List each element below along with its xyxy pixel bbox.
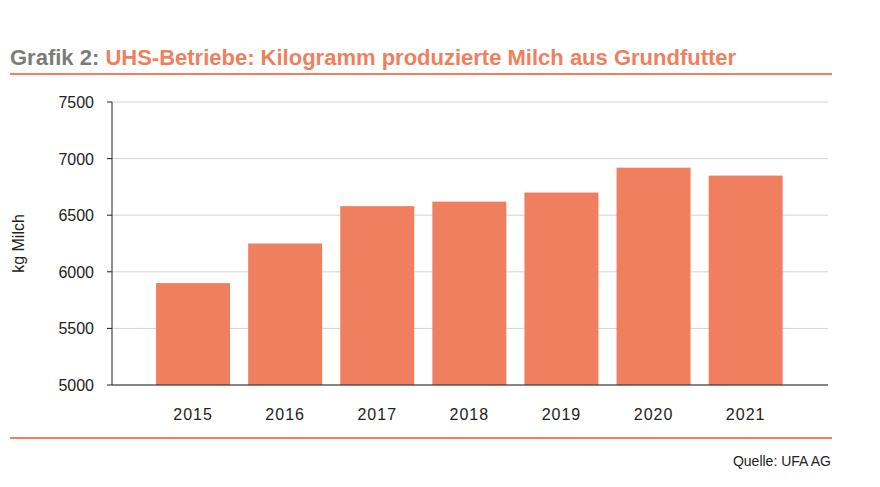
y-axis bbox=[112, 102, 113, 385]
x-tick-label: 2016 bbox=[265, 406, 305, 423]
bar bbox=[709, 176, 783, 385]
title-rule bbox=[10, 73, 832, 75]
chart-root: Grafik 2: UHS-Betriebe: Kilogramm produz… bbox=[0, 0, 880, 487]
bar bbox=[524, 193, 598, 385]
x-tick-label: 2020 bbox=[634, 406, 674, 423]
y-tick-label: 5000 bbox=[58, 377, 94, 394]
chart: Grafik 2: UHS-Betriebe: Kilogramm produz… bbox=[0, 0, 880, 487]
title: Grafik 2: UHS-Betriebe: Kilogramm produz… bbox=[10, 45, 737, 70]
x-tick-label: 2018 bbox=[450, 406, 490, 423]
bar bbox=[156, 283, 230, 385]
x-tick-label: 2019 bbox=[542, 406, 582, 423]
source: Quelle: UFA AG bbox=[733, 453, 831, 469]
y-tick-label: 6000 bbox=[58, 264, 94, 281]
y-tick-label: 7500 bbox=[58, 94, 94, 111]
grid-line bbox=[112, 102, 828, 103]
y-tick bbox=[107, 271, 112, 272]
bar bbox=[432, 202, 506, 385]
bars bbox=[156, 168, 783, 385]
x-tick-label: 2017 bbox=[357, 406, 397, 423]
y-axis-label: kg Milch bbox=[10, 214, 27, 273]
bar bbox=[340, 206, 414, 385]
footer-rule bbox=[10, 437, 832, 439]
y-tick-label: 7000 bbox=[58, 151, 94, 168]
x-axis bbox=[112, 385, 828, 386]
bar bbox=[248, 244, 322, 386]
y-tick-label: 6500 bbox=[58, 207, 94, 224]
y-tick bbox=[107, 328, 112, 329]
grid-line bbox=[112, 158, 828, 159]
bar bbox=[617, 168, 691, 385]
x-tick-label: 2021 bbox=[726, 406, 766, 423]
grid-line bbox=[112, 385, 828, 386]
y-tick bbox=[107, 158, 112, 159]
y-tick bbox=[107, 385, 112, 386]
y-tick-label: 5500 bbox=[58, 320, 94, 337]
x-tick-label: 2015 bbox=[173, 406, 213, 423]
y-tick bbox=[107, 102, 112, 103]
y-tick bbox=[107, 215, 112, 216]
